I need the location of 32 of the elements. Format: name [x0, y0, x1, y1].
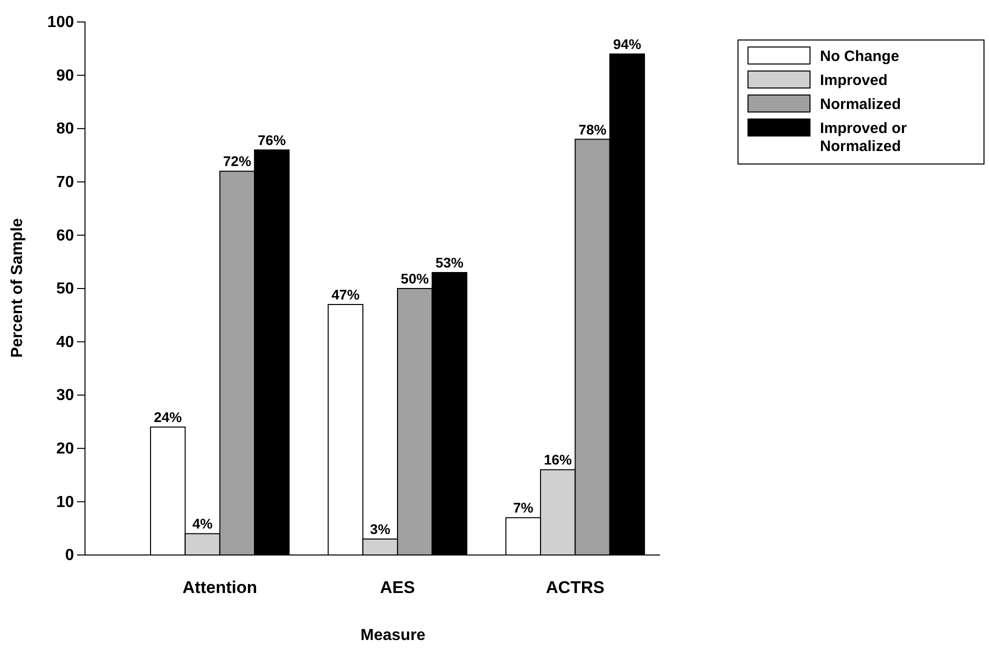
x-tick-label: AES: [380, 578, 415, 597]
y-tick-label: 70: [56, 174, 74, 192]
y-tick-label: 50: [56, 280, 74, 298]
data-label: 72%: [223, 153, 252, 170]
legend-label: Improved or Normalized: [820, 120, 907, 155]
data-label: 7%: [513, 500, 534, 516]
x-tick-label: Attention: [182, 578, 258, 597]
y-tick-label: 40: [56, 334, 74, 351]
data-label: 3%: [370, 521, 391, 538]
y-tick-label: 90: [56, 67, 74, 84]
x-tick-label: ACTRS: [546, 578, 604, 597]
data-label: 47%: [332, 286, 360, 302]
data-label: 78%: [578, 121, 608, 138]
data-label: 4%: [192, 516, 214, 532]
y-tick-label: 80: [56, 120, 74, 138]
legend-label: Normalized: [820, 96, 901, 113]
data-label: 53%: [435, 254, 464, 271]
y-axis-title: Percent of Sample: [9, 218, 26, 358]
x-axis-title: Measure: [360, 627, 426, 644]
y-tick-label: 20: [56, 440, 74, 458]
y-tick-label: 0: [65, 547, 74, 564]
y-tick-label: 100: [47, 14, 74, 32]
data-label: 24%: [154, 409, 182, 426]
data-label: 76%: [258, 132, 286, 148]
legend-label: Improved: [820, 72, 888, 89]
legend-label: No Change: [820, 48, 900, 65]
y-tick-label: 30: [56, 387, 74, 404]
data-label: 16%: [544, 452, 572, 468]
y-tick-label: 10: [56, 494, 74, 511]
data-label: 94%: [613, 36, 642, 52]
data-label: 50%: [400, 270, 430, 286]
y-tick-label: 60: [56, 227, 74, 244]
